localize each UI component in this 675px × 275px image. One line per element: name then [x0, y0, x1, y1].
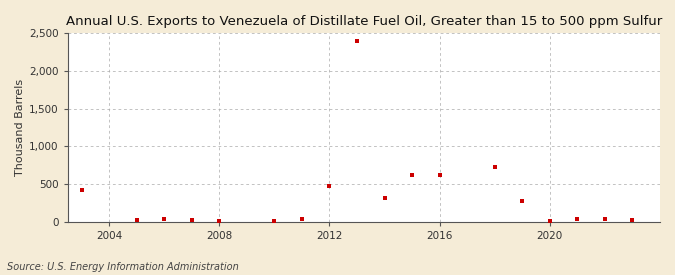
Text: Source: U.S. Energy Information Administration: Source: U.S. Energy Information Administ… — [7, 262, 238, 272]
Point — [76, 188, 87, 192]
Point — [489, 164, 500, 169]
Point — [379, 196, 390, 200]
Point — [296, 216, 307, 221]
Point — [572, 216, 583, 221]
Point — [517, 199, 528, 203]
Point — [324, 183, 335, 188]
Y-axis label: Thousand Barrels: Thousand Barrels — [15, 79, 25, 176]
Point — [269, 219, 280, 223]
Point — [627, 218, 638, 222]
Point — [599, 217, 610, 222]
Point — [407, 173, 418, 177]
Point — [545, 219, 556, 223]
Point — [186, 218, 197, 222]
Title: Annual U.S. Exports to Venezuela of Distillate Fuel Oil, Greater than 15 to 500 : Annual U.S. Exports to Venezuela of Dist… — [65, 15, 662, 28]
Point — [434, 173, 445, 177]
Point — [214, 219, 225, 223]
Point — [131, 218, 142, 222]
Point — [159, 217, 169, 222]
Point — [352, 39, 362, 43]
